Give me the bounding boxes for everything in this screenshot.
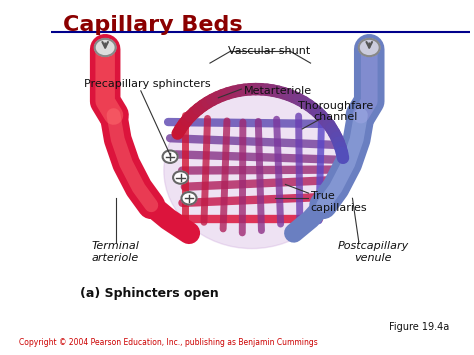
Text: Thoroughfare
channel: Thoroughfare channel: [298, 101, 374, 122]
Text: Postcapillary
venule: Postcapillary venule: [338, 241, 409, 263]
Text: Terminal
arteriole: Terminal arteriole: [91, 241, 139, 263]
Circle shape: [173, 171, 188, 184]
Text: Vascular shunt: Vascular shunt: [228, 46, 310, 56]
Circle shape: [182, 192, 197, 204]
Circle shape: [95, 39, 116, 56]
Ellipse shape: [164, 93, 340, 248]
Circle shape: [359, 39, 380, 56]
Text: Metarteriole: Metarteriole: [244, 86, 311, 96]
Text: Precapillary sphincters: Precapillary sphincters: [84, 79, 210, 89]
Circle shape: [163, 151, 178, 163]
Text: Capillary Beds: Capillary Beds: [63, 15, 243, 34]
Text: Copyright © 2004 Pearson Education, Inc., publishing as Benjamin Cummings: Copyright © 2004 Pearson Education, Inc.…: [18, 338, 318, 347]
Text: (a) Sphincters open: (a) Sphincters open: [80, 287, 219, 300]
Text: Figure 19.4a: Figure 19.4a: [390, 322, 450, 332]
Text: True
capillaries: True capillaries: [310, 191, 367, 213]
